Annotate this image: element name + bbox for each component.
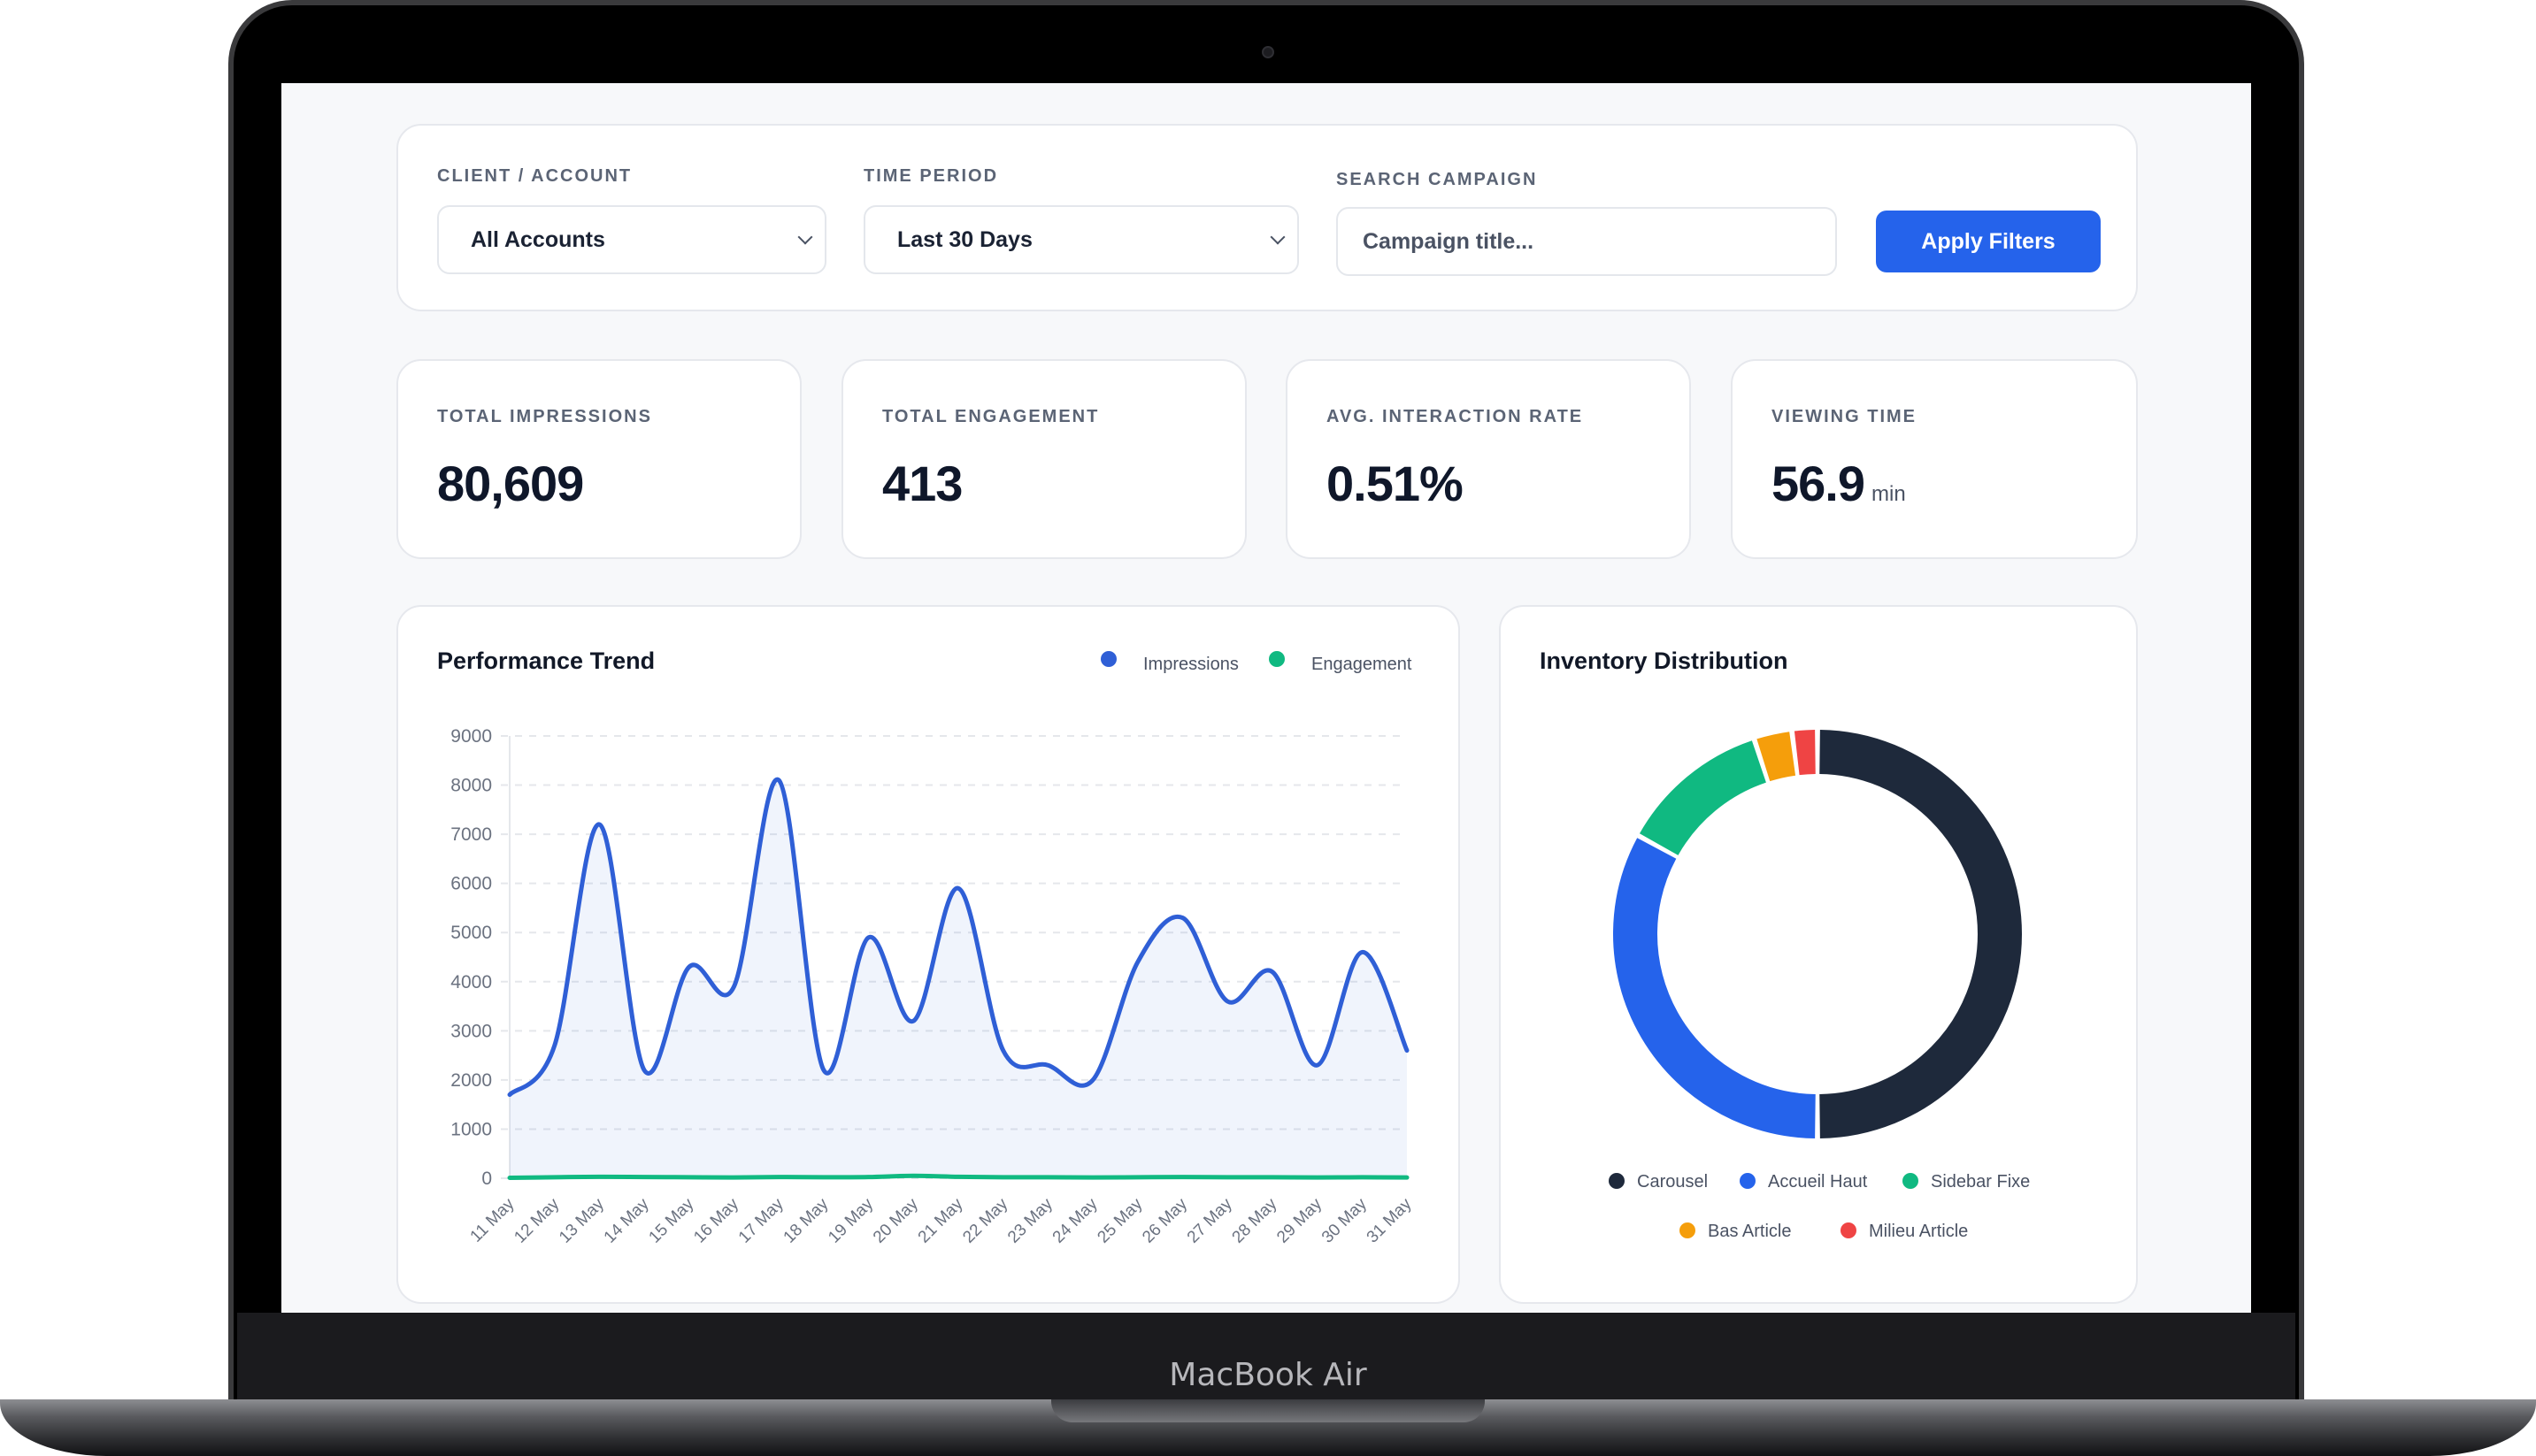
engagement-legend-dot bbox=[1269, 651, 1285, 667]
chevron-down-icon bbox=[797, 229, 813, 245]
apply-filters-button[interactable]: Apply Filters bbox=[1876, 211, 2101, 272]
x-tick-label: 24 May bbox=[1049, 1194, 1102, 1246]
kpi-label: TOTAL IMPRESSIONS bbox=[437, 407, 652, 426]
performance-trend-chart: 0 1000 2000 3000 4000 5000 6000 7000 8000 9000 11 … bbox=[450, 726, 1416, 1247]
x-tick-label: 25 May bbox=[1094, 1194, 1146, 1246]
x-tick-label: 12 May bbox=[511, 1194, 563, 1246]
y-tick-label: 9000 bbox=[450, 726, 492, 747]
accueil-haut-legend-dot bbox=[1740, 1173, 1756, 1189]
client-account-value: All Accounts bbox=[471, 227, 605, 252]
carousel-legend-dot bbox=[1609, 1173, 1625, 1189]
x-tick-label: 21 May bbox=[915, 1194, 967, 1246]
bas-article-legend-label: Bas Article bbox=[1708, 1222, 1792, 1241]
milieu-article-legend-label: Milieu Article bbox=[1869, 1222, 1969, 1241]
client-account-label: CLIENT / ACCOUNT bbox=[437, 166, 633, 186]
donut-slice-sidebar-fixe bbox=[1639, 740, 1767, 856]
y-tick-label: 3000 bbox=[450, 1021, 492, 1041]
carousel-legend-label: Carousel bbox=[1637, 1172, 1709, 1192]
x-tick-label: 11 May bbox=[467, 1194, 519, 1245]
x-tick-label: 14 May bbox=[601, 1194, 653, 1246]
kpi-card-engagement: TOTAL ENGAGEMENT 413 bbox=[841, 359, 1247, 559]
kpi-card-interaction-rate: AVG. INTERACTION RATE 0.51% bbox=[1286, 359, 1691, 559]
laptop-notch bbox=[1051, 1399, 1485, 1422]
camera-icon bbox=[1262, 46, 1274, 58]
y-tick-label: 0 bbox=[481, 1169, 492, 1189]
y-tick-label: 8000 bbox=[450, 776, 492, 796]
engagement-line bbox=[507, 1173, 1410, 1180]
y-tick-label: 4000 bbox=[450, 972, 492, 992]
milieu-article-legend-dot bbox=[1841, 1222, 1856, 1238]
kpi-value: 413 bbox=[882, 456, 963, 511]
x-tick-label: 28 May bbox=[1229, 1194, 1281, 1246]
x-tick-label: 26 May bbox=[1139, 1194, 1191, 1246]
donut-slice-milieu-article bbox=[1794, 730, 1817, 776]
performance-trend-card: Performance Trend Impressions Engagement… bbox=[396, 605, 1460, 1304]
x-tick-label: 27 May bbox=[1184, 1194, 1236, 1246]
client-account-select[interactable]: All Accounts bbox=[437, 205, 826, 274]
x-tick-label: 13 May bbox=[556, 1194, 608, 1246]
y-tick-label: 5000 bbox=[450, 923, 492, 943]
x-tick-label: 31 May bbox=[1364, 1194, 1416, 1246]
x-tick-label: 19 May bbox=[825, 1194, 877, 1246]
bas-article-legend-dot bbox=[1679, 1222, 1695, 1238]
trend-chart-title: Performance Trend bbox=[437, 648, 656, 674]
accueil-haut-legend-label: Accueil Haut bbox=[1768, 1172, 1868, 1192]
x-tick-label: 23 May bbox=[1004, 1194, 1057, 1246]
kpi-label: TOTAL ENGAGEMENT bbox=[882, 407, 1100, 426]
x-tick-label: 18 May bbox=[780, 1194, 833, 1246]
search-campaign-label: SEARCH CAMPAIGN bbox=[1336, 170, 1538, 189]
y-tick-label: 1000 bbox=[450, 1119, 492, 1139]
donut-slice-accueil-haut bbox=[1613, 838, 1817, 1138]
inventory-distribution-chart bbox=[1613, 730, 2022, 1138]
y-tick-label: 2000 bbox=[450, 1070, 492, 1091]
campaign-search-input[interactable]: Campaign title... bbox=[1336, 207, 1837, 276]
kpi-value: 56.9 min bbox=[1771, 456, 1906, 511]
chevron-down-icon bbox=[1270, 229, 1286, 245]
time-period-select[interactable]: Last 30 Days bbox=[864, 205, 1299, 274]
kpi-value: 0.51% bbox=[1326, 456, 1464, 511]
campaign-search-placeholder: Campaign title... bbox=[1363, 229, 1534, 254]
impressions-legend-label: Impressions bbox=[1143, 655, 1239, 674]
x-tick-label: 16 May bbox=[690, 1194, 742, 1246]
kpi-card-impressions: TOTAL IMPRESSIONS 80,609 bbox=[396, 359, 802, 559]
kpi-value: 80,609 bbox=[437, 456, 584, 511]
dashboard-screen: CLIENT / ACCOUNT All Accounts TIME PERIO… bbox=[281, 83, 2251, 1313]
donut-chart-title: Inventory Distribution bbox=[1540, 648, 1788, 674]
time-period-label: TIME PERIOD bbox=[864, 166, 999, 186]
inventory-distribution-card: Inventory Distribution Carousel Accueil … bbox=[1499, 605, 2138, 1304]
x-tick-label: 20 May bbox=[870, 1194, 922, 1246]
impressions-line bbox=[507, 778, 1410, 1098]
laptop-chin bbox=[237, 1313, 2295, 1406]
y-tick-label: 7000 bbox=[450, 824, 492, 845]
x-tick-label: 30 May bbox=[1318, 1194, 1371, 1246]
kpi-label: AVG. INTERACTION RATE bbox=[1326, 407, 1584, 426]
donut-slice-carousel bbox=[1819, 730, 2022, 1138]
engagement-legend-label: Engagement bbox=[1311, 655, 1412, 674]
sidebar-fixe-legend-dot bbox=[1902, 1173, 1918, 1189]
donut-slice-bas-article bbox=[1756, 732, 1796, 782]
x-tick-label: 17 May bbox=[735, 1194, 788, 1246]
x-tick-label: 22 May bbox=[959, 1194, 1011, 1246]
x-tick-label: 15 May bbox=[645, 1194, 697, 1246]
kpi-label: VIEWING TIME bbox=[1771, 407, 1917, 426]
filters-card: CLIENT / ACCOUNT All Accounts TIME PERIO… bbox=[396, 124, 2138, 311]
kpi-card-viewing-time: VIEWING TIME 56.9 min bbox=[1731, 359, 2138, 559]
impressions-legend-dot bbox=[1101, 651, 1117, 667]
device-brand-label: MacBook Air bbox=[1169, 1357, 1367, 1393]
x-tick-label: 29 May bbox=[1273, 1194, 1326, 1246]
time-period-value: Last 30 Days bbox=[897, 227, 1033, 252]
kpi-unit: min bbox=[1871, 482, 1906, 506]
y-tick-label: 6000 bbox=[450, 874, 492, 894]
impressions-area bbox=[510, 779, 1407, 1178]
sidebar-fixe-legend-label: Sidebar Fixe bbox=[1931, 1172, 2031, 1192]
